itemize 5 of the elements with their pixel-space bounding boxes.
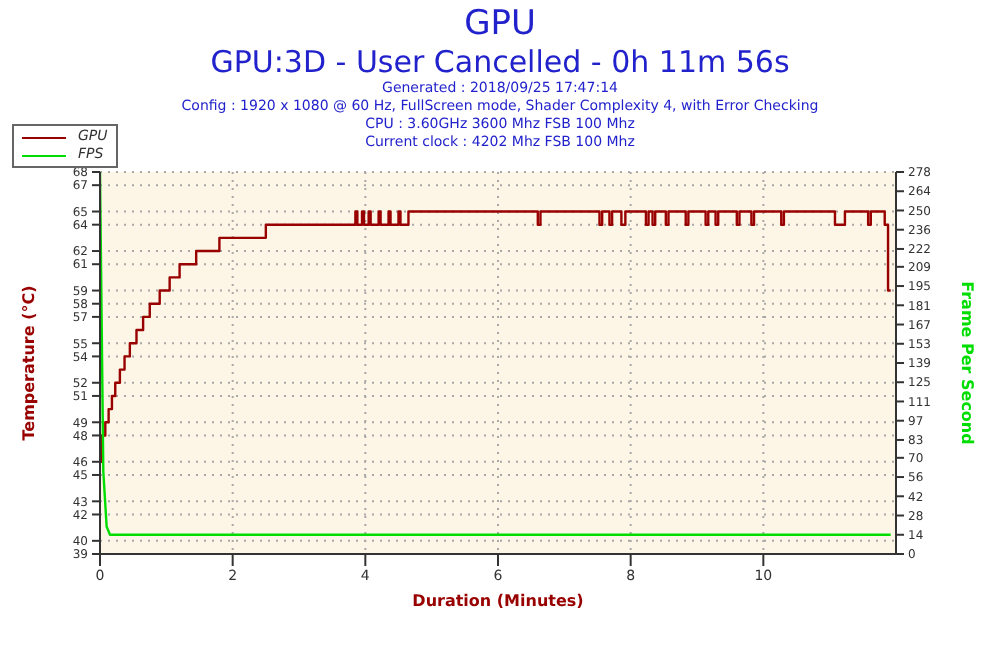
- chart-title: GPU: [462, 4, 538, 44]
- y-axis-title: Temperature (°C): [19, 285, 38, 441]
- chart-subtitle: GPU:3D - User Cancelled - 0h 11m 56s: [208, 44, 792, 80]
- x-axis-title: Duration (Minutes): [412, 592, 584, 610]
- y2-axis-title: Frame Per Second: [958, 281, 977, 446]
